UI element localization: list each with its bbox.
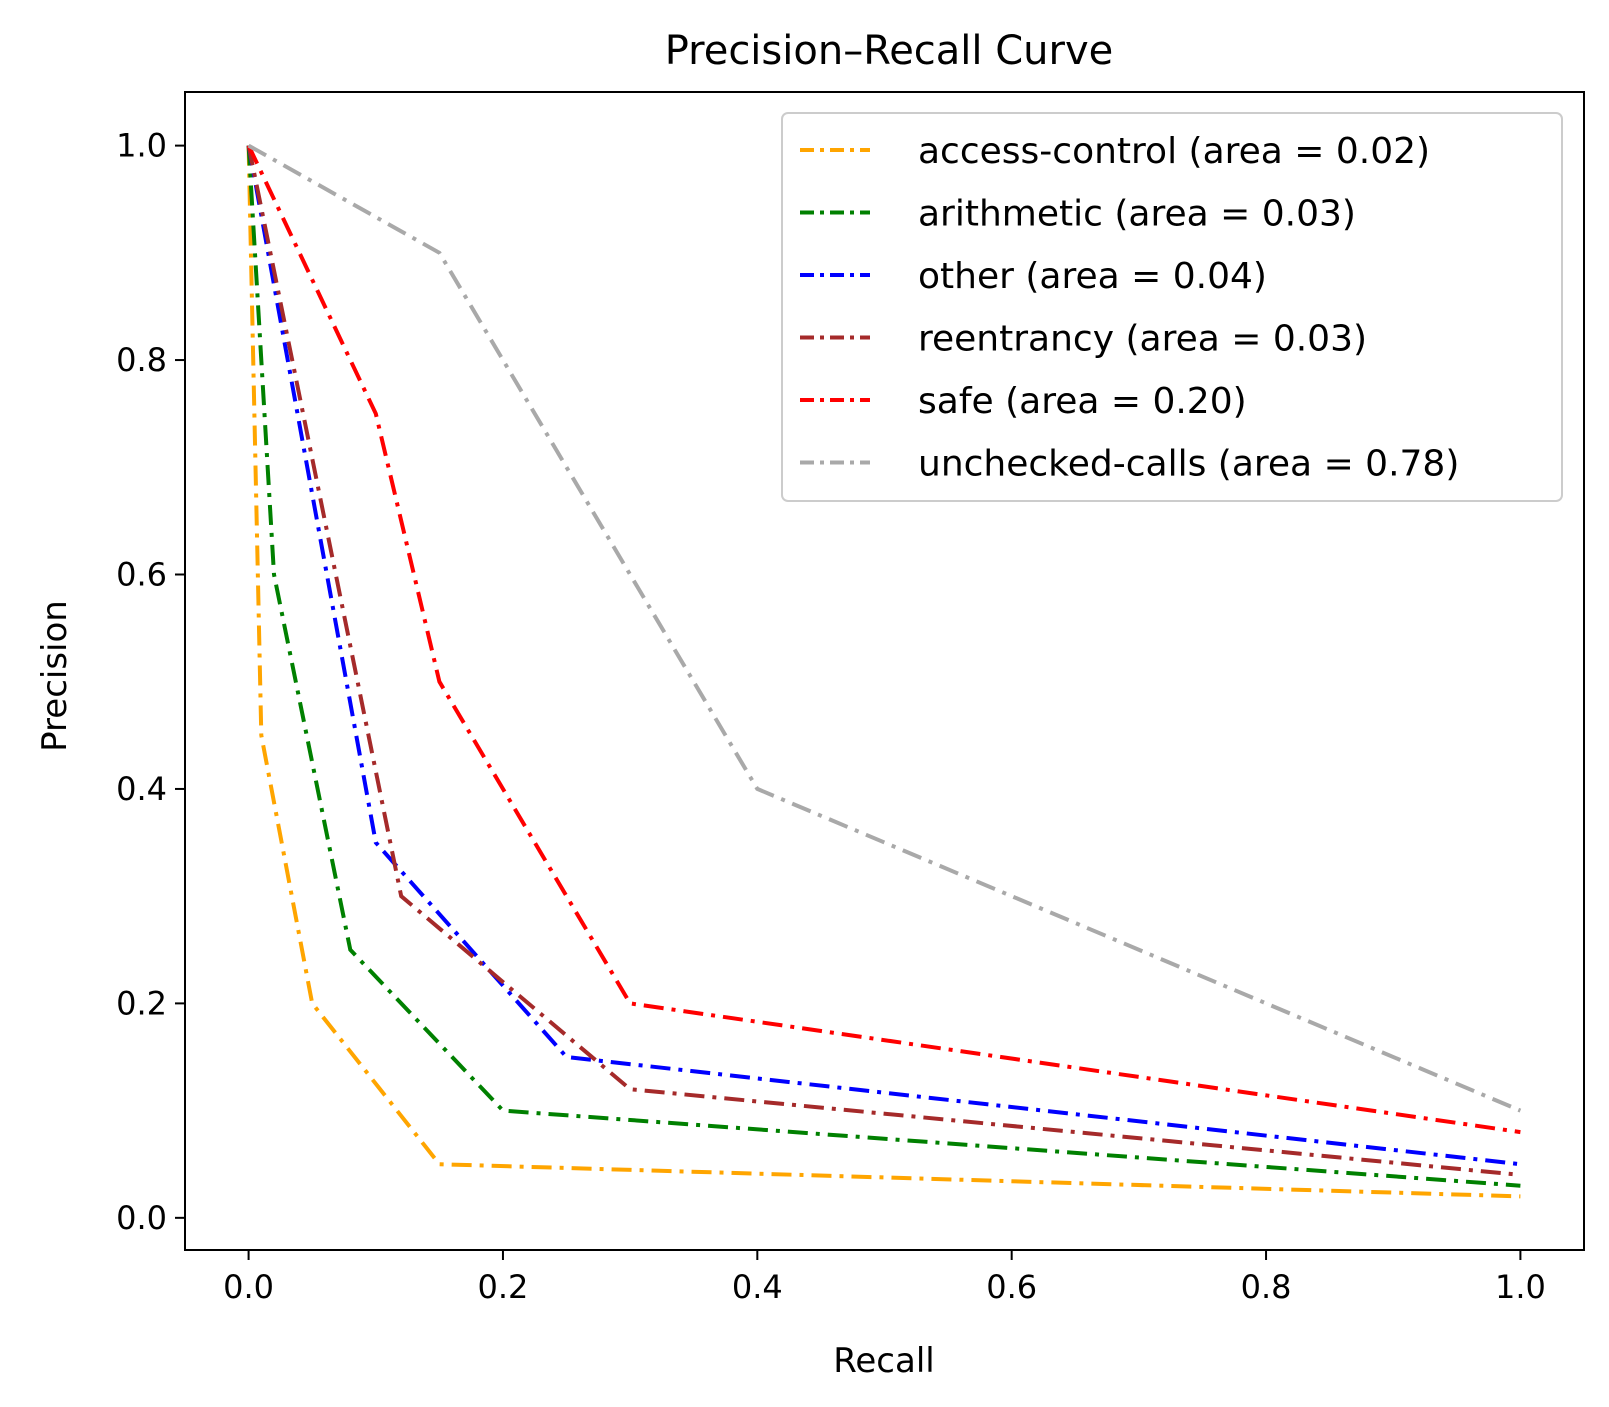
legend-label: other (area = 0.04)	[918, 256, 1267, 297]
legend-label: access-control (area = 0.02)	[918, 131, 1430, 172]
x-tick-label: 0.2	[478, 1268, 529, 1306]
x-tick-label: 0.4	[732, 1268, 783, 1306]
legend-box	[781, 112, 1563, 502]
chart-title: Precision–Recall Curve	[665, 28, 1114, 74]
series-line	[246, 144, 1521, 1135]
legend-label: unchecked-calls (area = 0.78)	[918, 444, 1459, 485]
y-tick-label: 0.8	[116, 341, 167, 379]
plot-frame	[184, 91, 1585, 1251]
x-axis-label: Recall	[833, 1341, 934, 1381]
legend: access-control (area = 0.02) arithmetic (…	[781, 112, 1563, 502]
legend-label: reentrancy (area = 0.03)	[918, 319, 1367, 360]
x-tick-label: 0.6	[986, 1268, 1037, 1306]
series-lines	[246, 143, 1522, 1199]
series-line	[246, 145, 1521, 1199]
y-axis-label: Precision	[35, 600, 75, 752]
series-line	[246, 145, 1521, 1188]
y-tick-label: 0.0	[116, 1199, 167, 1237]
y-tick-label: 1.0	[116, 127, 167, 165]
y-tick-label: 0.2	[116, 984, 167, 1022]
y-tick-label: 0.6	[116, 556, 167, 594]
x-tick-label: 0.8	[1241, 1268, 1292, 1306]
legend-label: arithmetic (area = 0.03)	[918, 194, 1356, 235]
x-tick-label: 0.0	[223, 1268, 274, 1306]
y-tick-label: 0.4	[116, 770, 167, 808]
series-line	[246, 145, 1521, 1167]
axis-ticks: 0.0 0.2 0.4 0.6 0.8 1.0 0.0 0.2 0.4 0.6 0.8 1.0	[116, 127, 1546, 1306]
legend-label: safe (area = 0.20)	[918, 381, 1247, 422]
x-tick-label: 1.0	[1495, 1268, 1546, 1306]
